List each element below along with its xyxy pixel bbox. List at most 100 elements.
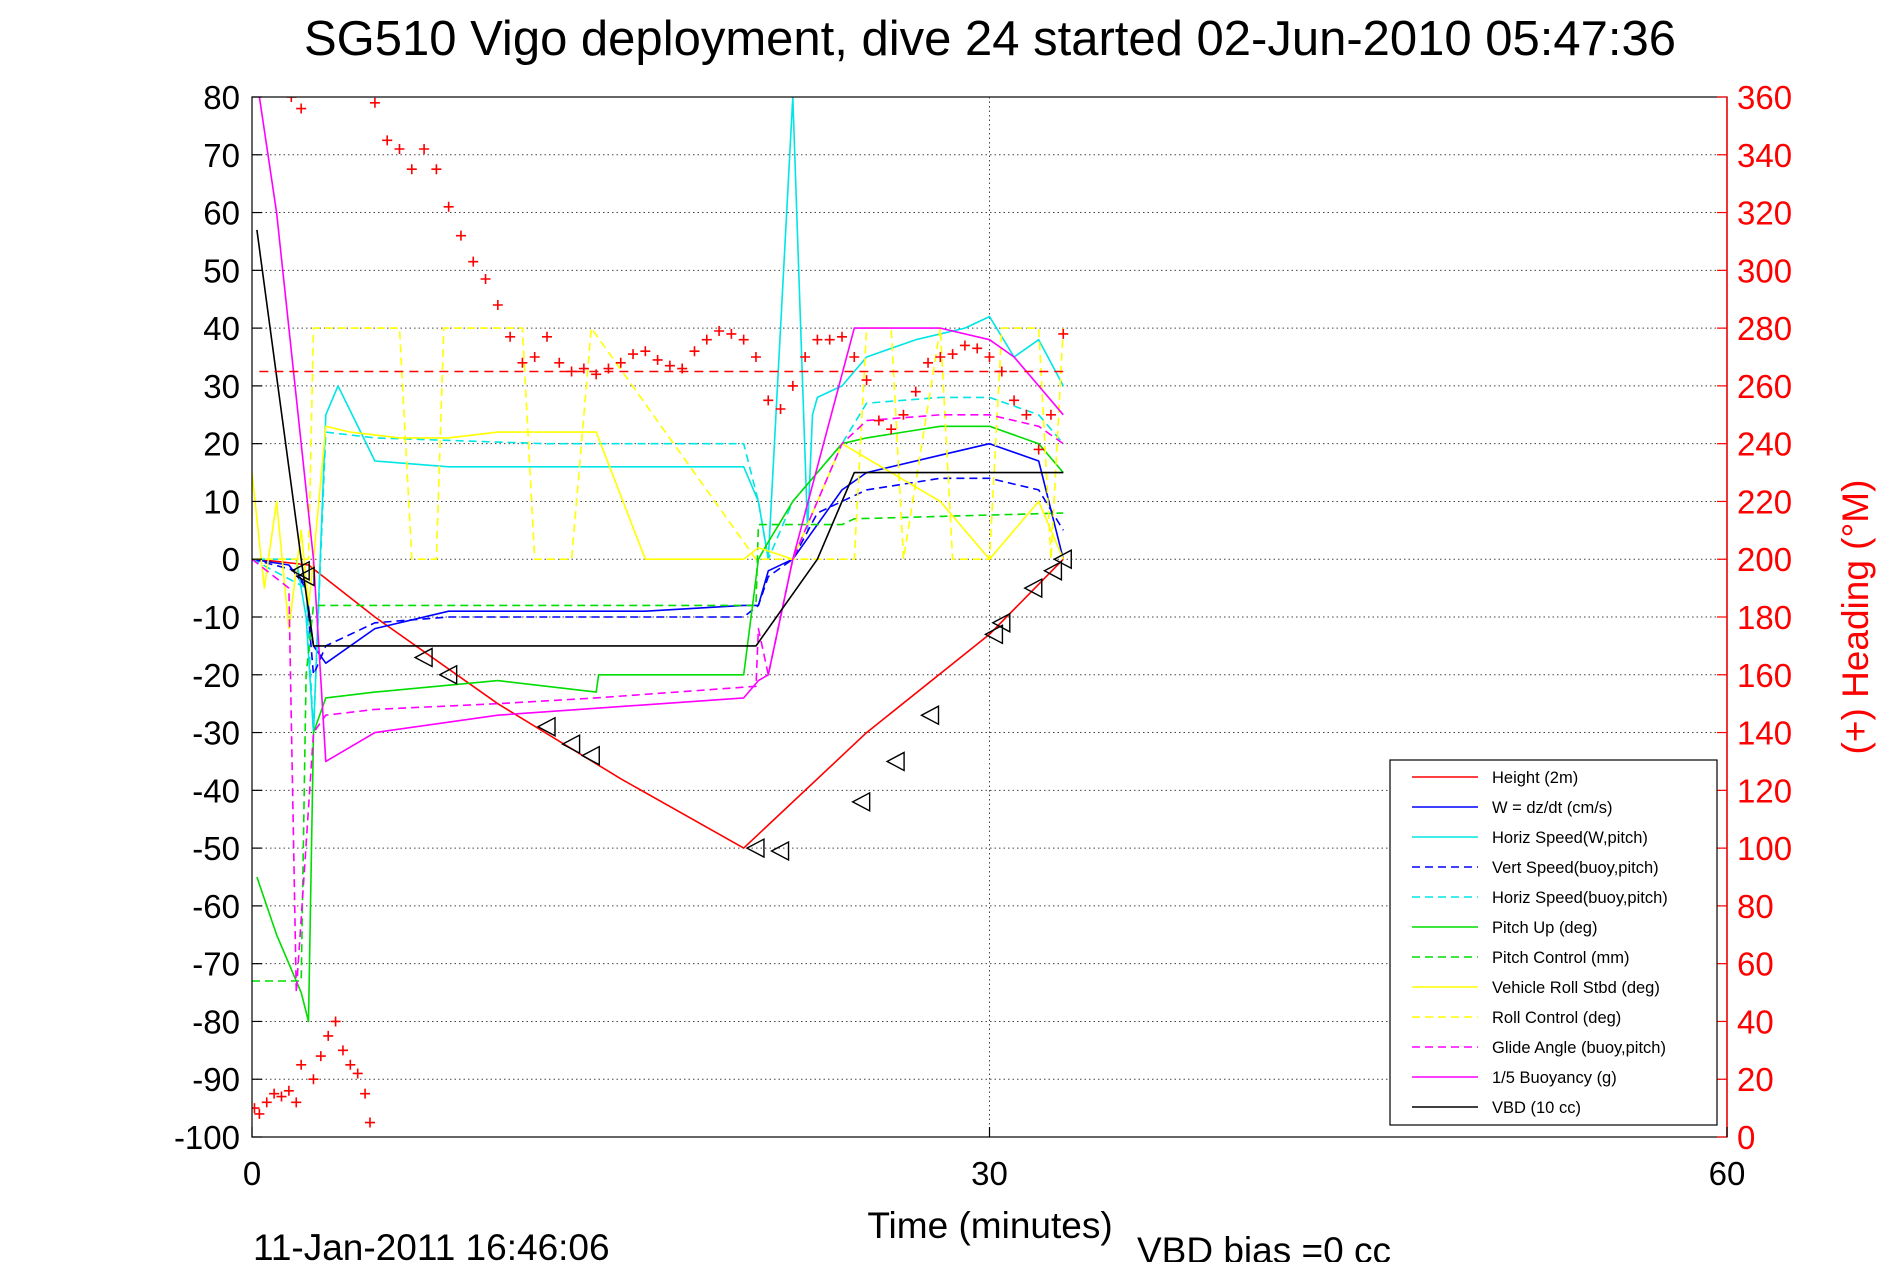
heading-marker <box>873 415 884 426</box>
depth-marker <box>1042 560 1063 581</box>
heading-marker <box>554 357 565 368</box>
heading-layer <box>252 97 1069 1128</box>
legend-box <box>1389 759 1718 1126</box>
heading-marker <box>886 424 897 435</box>
depth-marker <box>295 566 315 587</box>
x-axis: 0 30 60 <box>243 1127 1745 1192</box>
heading-marker <box>480 274 491 284</box>
heading-marker <box>394 144 405 154</box>
heading-marker <box>603 363 614 374</box>
heading-marker <box>640 346 651 357</box>
y-tick-label: -90 <box>192 1061 240 1098</box>
heading-marker <box>615 357 626 368</box>
legend-label-horiz-speed-buoy-pitch: Horiz Speed(buoy,pitch) <box>1492 889 1668 907</box>
heading-marker <box>1033 444 1044 455</box>
y2-tick-label: 320 <box>1737 195 1792 232</box>
heading-marker <box>443 201 454 212</box>
footer-timestamp: 11-Jan-2011 16:46:06 <box>253 1227 610 1262</box>
y-tick-label: -20 <box>192 657 240 694</box>
heading-marker <box>323 1030 334 1041</box>
y2-tick-label: 300 <box>1737 252 1792 289</box>
right-y-axis-label: (+) Heading (°M) <box>1835 480 1876 755</box>
chart-title: SG510 Vigo deployment, dive 24 started 0… <box>304 12 1676 66</box>
heading-marker <box>628 349 639 360</box>
y-tick-label: 50 <box>203 252 240 289</box>
heading-marker <box>308 1074 319 1085</box>
y2-tick-label: 120 <box>1737 772 1792 809</box>
left-y-axis: 80 70 60 50 40 30 20 10 0 -10 -20 -30 -40 -50 -60 -70 -8… <box>174 79 262 1156</box>
depth-marker <box>1052 549 1072 570</box>
heading-marker <box>812 334 823 345</box>
heading-marker <box>382 135 393 146</box>
y2-tick-label: 220 <box>1737 483 1792 520</box>
heading-marker <box>542 331 552 342</box>
depth-marker <box>745 837 765 859</box>
heading-marker <box>468 256 479 267</box>
heading-marker <box>959 340 970 351</box>
heading-marker <box>291 1097 302 1108</box>
heading-marker <box>923 357 934 368</box>
y2-tick-label: 140 <box>1737 715 1792 752</box>
x-axis-label: Time (minutes) <box>867 1205 1112 1246</box>
heading-marker <box>763 395 774 406</box>
series-line-pitch-up-deg <box>256 425 1064 1023</box>
heading-marker <box>837 331 847 342</box>
heading-marker <box>492 300 503 310</box>
series-line-height-2m <box>256 558 1064 849</box>
y-tick-label: -50 <box>192 830 240 867</box>
y2-tick-label: 20 <box>1737 1061 1774 1098</box>
legend-label-glide-angle-buoy-pitch: Glide Angle (buoy,pitch) <box>1492 1039 1666 1057</box>
series-layer <box>252 97 1065 1023</box>
heading-marker <box>849 352 860 362</box>
y2-tick-label: 280 <box>1737 310 1792 347</box>
y2-tick-label: 80 <box>1737 888 1774 925</box>
depth-marker <box>1023 577 1043 599</box>
y2-tick-label: 360 <box>1737 79 1792 116</box>
legend: Height (2m) W = dz/dt (cm/s) Horiz Speed(W… <box>1389 759 1718 1126</box>
y-tick-label: 10 <box>203 483 240 520</box>
series-line-glide-angle-buoy-pitch <box>252 413 1064 994</box>
y2-tick-label: 40 <box>1737 1003 1774 1040</box>
series-line-1-5-buoyancy-g <box>258 97 1064 763</box>
y2-tick-label: 0 <box>1737 1119 1755 1156</box>
y2-tick-label: 60 <box>1737 946 1774 983</box>
heading-marker <box>677 363 688 374</box>
heading-marker <box>529 352 540 362</box>
x-tick-label: 0 <box>243 1155 261 1192</box>
heading-marker <box>365 1117 375 1128</box>
heading-marker <box>787 380 798 391</box>
depth-marker <box>991 612 1011 633</box>
y-tick-label: -40 <box>192 772 240 809</box>
depth-marker <box>536 716 556 737</box>
heading-marker <box>315 1051 326 1062</box>
y-tick-label: 40 <box>203 310 240 347</box>
depth-marker <box>851 791 871 813</box>
legend-label-pitch-control-mm: Pitch Control (mm) <box>1492 949 1630 967</box>
heading-marker <box>824 334 835 345</box>
depth-marker-layer <box>290 549 1072 862</box>
heading-marker <box>1021 409 1032 420</box>
series-line-horiz-speed-buoy-pitch <box>252 396 1064 734</box>
heading-marker <box>286 97 297 102</box>
y-tick-label: -60 <box>192 888 240 925</box>
heading-marker <box>261 1097 272 1108</box>
heading-marker <box>652 354 663 365</box>
legend-label-roll-control-deg: Roll Control (deg) <box>1492 1009 1621 1027</box>
heading-marker <box>283 1085 294 1096</box>
heading-marker <box>996 366 1007 377</box>
heading-marker <box>419 144 430 154</box>
heading-marker <box>252 1103 260 1114</box>
y-tick-label: -70 <box>192 946 240 983</box>
y-tick-label: 80 <box>203 79 240 116</box>
heading-marker <box>369 97 380 108</box>
legend-label-pitch-up-deg: Pitch Up (deg) <box>1492 919 1597 937</box>
heading-marker <box>296 1059 307 1070</box>
y-tick-label: -100 <box>174 1119 240 1156</box>
depth-marker <box>885 751 905 772</box>
heading-marker <box>726 328 737 339</box>
series-line-roll-control-deg <box>252 327 1065 561</box>
legend-label-vbd-10-cc: VBD (10 cc) <box>1492 1099 1581 1117</box>
heading-marker <box>738 334 749 345</box>
series-line-pitch-control-mm <box>252 512 1064 982</box>
